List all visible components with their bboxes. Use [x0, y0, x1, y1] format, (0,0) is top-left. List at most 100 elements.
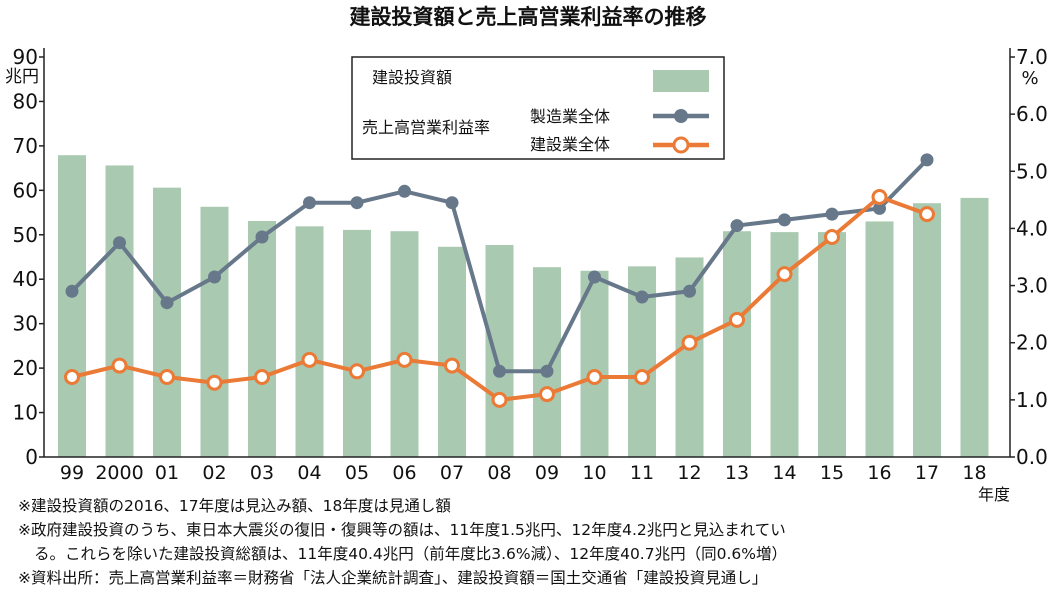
bar-series: [58, 155, 989, 457]
footnote-1: ※建設投資額の2016、17年度は見込み額、18年度は見通し額: [18, 497, 451, 515]
left-tick-label: 50: [13, 223, 38, 247]
point-manufacturing-16: [873, 201, 886, 215]
right-tick-label: 5.0: [1016, 159, 1048, 183]
x-tick-label: 99: [60, 462, 84, 484]
x-tick-label: 02: [202, 462, 226, 484]
right-axis-unit: %: [1021, 68, 1038, 89]
point-manufacturing-15: [825, 207, 839, 221]
x-tick-label: 2000: [95, 462, 143, 484]
bar-05: [343, 229, 371, 457]
point-construction-05: [349, 363, 365, 380]
legend-series-manufacturing: 製造業全体: [530, 107, 610, 126]
left-tick-label: 90: [13, 45, 38, 69]
point-manufacturing-08: [493, 364, 506, 378]
bar-2000: [105, 165, 134, 457]
line-series: [64, 153, 935, 408]
bar-08: [485, 245, 514, 457]
legend-bar-swatch: [653, 70, 709, 92]
bar-02: [200, 206, 229, 457]
point-manufacturing-06: [398, 184, 411, 198]
x-tick-label: 13: [725, 462, 749, 484]
x-tick-label: 07: [440, 462, 464, 484]
chart-title: 建設投資額と売上高営業利益率の推移: [350, 5, 707, 29]
left-tick-label: 80: [13, 89, 38, 113]
point-construction-06: [396, 351, 413, 368]
right-tick-label: 7.0: [1016, 45, 1048, 69]
bar-01: [153, 187, 181, 457]
bar-04: [295, 226, 324, 457]
bar-17: [913, 203, 941, 457]
bar-03: [248, 221, 276, 457]
left-tick-label: 60: [13, 178, 38, 202]
point-construction-08: [491, 391, 508, 408]
legend-manufacturing-marker: [674, 109, 688, 123]
point-construction-99: [64, 369, 80, 385]
point-construction-09: [539, 386, 555, 403]
point-construction-07: [444, 357, 460, 374]
point-manufacturing-09: [540, 364, 554, 378]
x-tick-label: 14: [772, 462, 796, 484]
point-manufacturing-17: [920, 153, 934, 167]
x-tick-label: 17: [915, 462, 939, 484]
point-manufacturing-12: [683, 284, 696, 298]
right-tick-label: 2.0: [1016, 331, 1048, 355]
x-tick-label: 12: [677, 462, 701, 484]
bar-07: [438, 246, 466, 457]
point-construction-14: [776, 266, 793, 283]
x-axis-ticks: 99 2000 01 02 03 04 05 06 07 08 09 10 11 12 13 14 15 16 17…: [60, 462, 987, 484]
point-manufacturing-03: [255, 230, 269, 244]
point-manufacturing-04: [303, 196, 316, 210]
right-axis-ticks: 0.0 1.0 2.0 3.0 4.0 5.0 6.0 7.0: [1010, 45, 1048, 469]
left-tick-label: 40: [13, 267, 38, 291]
bar-09: [533, 267, 561, 457]
x-tick-label: 06: [392, 462, 416, 484]
left-axis-ticks: 0 10 20 30 40 50 60 70 80 90: [13, 45, 44, 469]
left-tick-label: 30: [13, 312, 38, 336]
bar-18: [960, 197, 989, 457]
right-tick-label: 1.0: [1016, 388, 1048, 412]
point-manufacturing-11: [635, 290, 649, 304]
x-tick-label: 03: [250, 462, 274, 484]
point-construction-16: [871, 189, 888, 205]
x-tick-label: 18: [962, 462, 986, 484]
legend-series-construction: 建設業全体: [530, 135, 610, 154]
point-manufacturing-14: [778, 213, 791, 227]
point-construction-01: [159, 369, 175, 385]
point-manufacturing-05: [350, 196, 364, 210]
legend-construction-marker: [672, 136, 690, 154]
x-tick-label: 01: [155, 462, 179, 484]
footnote-2-continued: る。これらを除いた建設投資総額は、11年度40.4兆円（前年度比3.6%減）、1…: [34, 545, 787, 563]
point-construction-15: [824, 229, 840, 245]
point-construction-12: [681, 334, 698, 351]
legend-line-group-label: 売上高営業利益率: [362, 118, 490, 137]
point-construction-17: [919, 206, 935, 223]
legend-bar-label: 建設投資額: [372, 68, 452, 87]
point-manufacturing-02: [208, 270, 221, 284]
left-tick-label: 70: [13, 134, 38, 158]
bar-10: [580, 270, 609, 457]
legend: 建設投資額 売上高営業利益率 製造業全体 建設業全体: [351, 56, 725, 160]
x-tick-label: 08: [487, 462, 511, 484]
left-tick-label: 0: [25, 445, 38, 469]
x-tick-label: 09: [535, 462, 559, 484]
point-construction-2000: [111, 357, 128, 374]
bar-99: [58, 155, 86, 457]
x-tick-label: 05: [345, 462, 369, 484]
point-construction-10: [586, 369, 603, 385]
bar-13: [723, 231, 751, 457]
footnotes: ※建設投資額の2016、17年度は見込み額、18年度は見通し額 ※政府建設投資の…: [18, 494, 1048, 590]
point-construction-03: [254, 369, 270, 385]
bar-15: [818, 232, 846, 457]
point-manufacturing-10: [588, 270, 601, 284]
x-tick-label: 16: [867, 462, 891, 484]
point-manufacturing-2000: [113, 236, 126, 250]
bar-06: [390, 231, 419, 457]
right-tick-label: 3.0: [1016, 274, 1048, 298]
x-tick-label: 11: [630, 462, 654, 484]
footnote-2: ※政府建設投資のうち、東日本大震災の復旧・復興等の額は、11年度1.5兆円、12…: [18, 521, 786, 539]
point-manufacturing-07: [445, 196, 459, 210]
left-axis-unit: 兆円: [5, 67, 39, 87]
point-manufacturing-13: [730, 219, 744, 233]
point-manufacturing-01: [160, 296, 174, 310]
